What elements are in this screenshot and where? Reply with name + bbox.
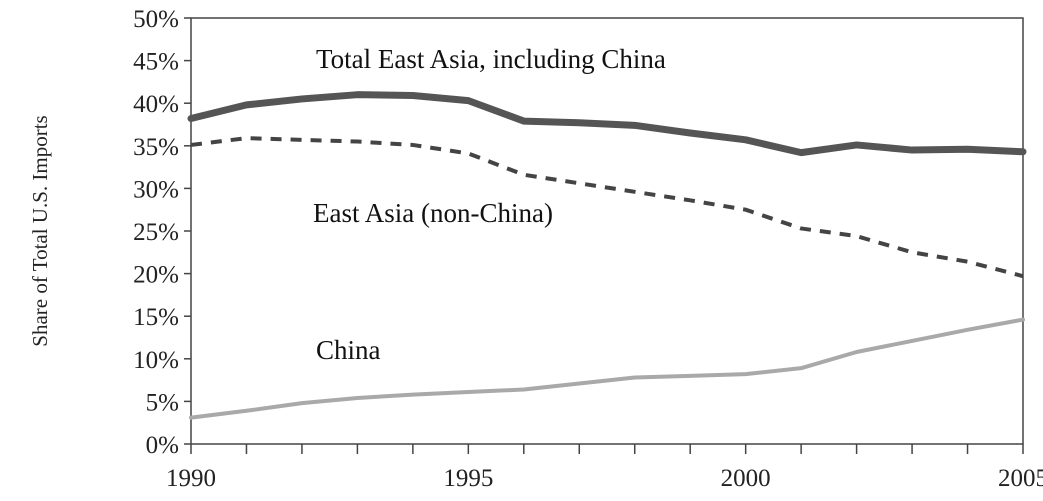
series-line-total-east-asia-including-china	[187, 91, 1027, 157]
y-tick-label: 35%	[133, 134, 179, 161]
y-tick-label: 45%	[133, 49, 179, 76]
x-tick-label: 1995	[443, 465, 493, 492]
y-tick-label: 5%	[146, 389, 179, 416]
y-tick-labels: 0% 5% 10% 15% 20% 25% 30% 35% 40% 45% 50%	[133, 6, 179, 459]
x-tick-label: 2000	[721, 465, 771, 492]
x-tick-label: 2005	[998, 465, 1043, 492]
annotation-china: China	[316, 335, 381, 365]
annotation-east-asia-non-china: East Asia (non-China)	[313, 198, 553, 228]
y-tick-label: 40%	[133, 91, 179, 118]
y-axis-label: Share of Total U.S. Imports	[28, 115, 52, 346]
y-tick-label: 20%	[133, 262, 179, 289]
y-tick-label: 10%	[133, 347, 179, 374]
y-tick-label: 30%	[133, 176, 179, 203]
series-line-china	[189, 317, 1025, 420]
series-line-east-asia-non-china	[190, 136, 1024, 279]
y-tick-label: 15%	[133, 304, 179, 331]
y-tick-label: 50%	[133, 6, 179, 33]
y-tick-label: 25%	[133, 219, 179, 246]
y-tick-label: 0%	[146, 432, 179, 459]
series-lines	[187, 91, 1027, 420]
annotation-total-east-asia: Total East Asia, including China	[316, 44, 666, 74]
axis-ticks	[184, 17, 1024, 454]
x-tick-label: 1990	[166, 465, 216, 492]
x-tick-labels: 1990 1995 2000 2005	[166, 465, 1043, 492]
